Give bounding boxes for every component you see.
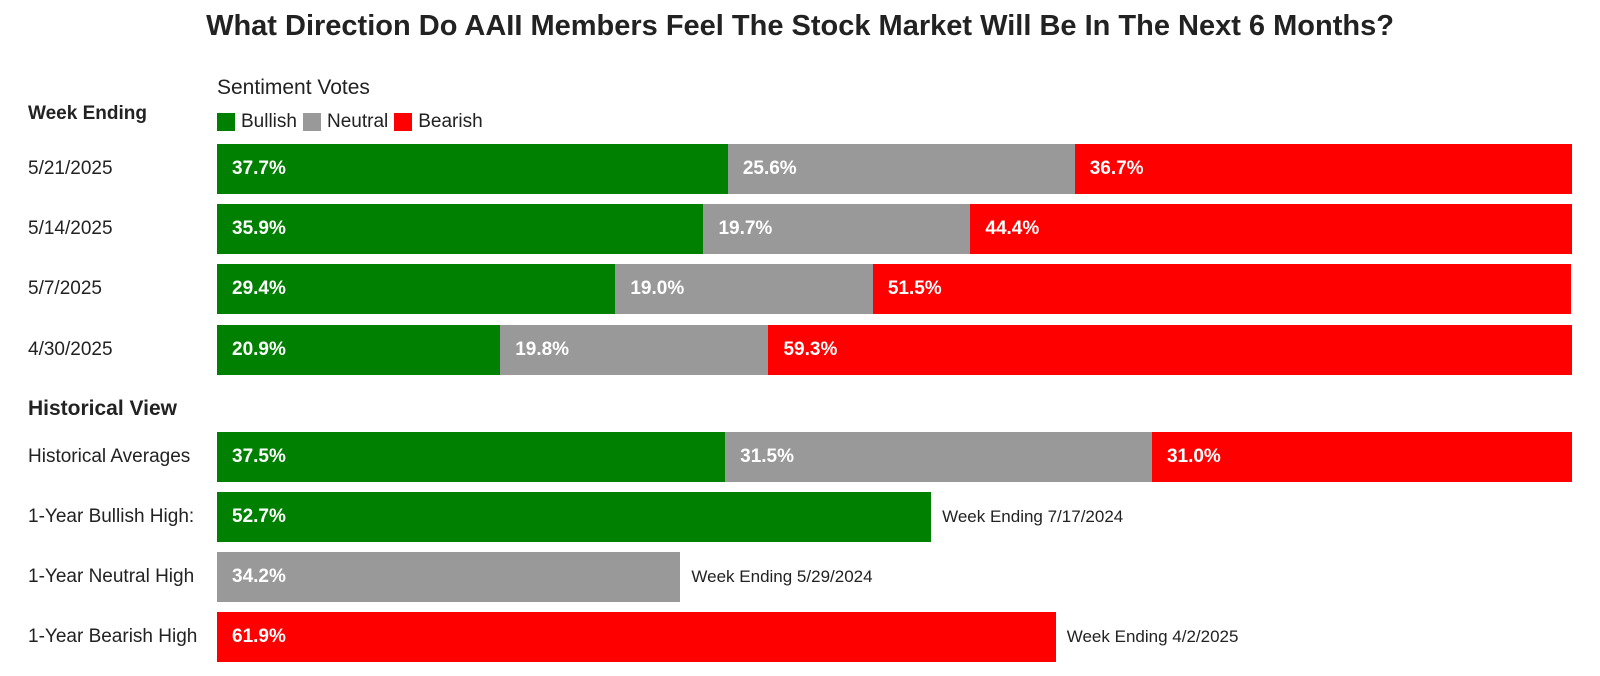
high-label-bullish: 1-Year Bullish High: bbox=[28, 506, 195, 527]
week-label-0: 5/21/2025 bbox=[28, 158, 113, 179]
legend: Bullish Neutral Bearish bbox=[217, 111, 489, 133]
week-neutral-segment-3: 19.8% bbox=[500, 325, 769, 375]
week-label-1: 5/14/2025 bbox=[28, 218, 113, 239]
week-bearish-segment-3: 59.3% bbox=[768, 325, 1572, 375]
week-bearish-segment-1: 44.4% bbox=[970, 204, 1572, 254]
week-bearish-segment-0: 36.7% bbox=[1074, 144, 1572, 194]
high-bar-neutral: 34.2% bbox=[217, 552, 681, 602]
high-note-bearish: Week Ending 4/2/2025 bbox=[1066, 627, 1239, 646]
historical-averages-bullish-segment-0: 37.5% bbox=[217, 432, 726, 482]
week-neutral-segment-1: 19.7% bbox=[703, 204, 971, 254]
week-ending-header: Week Ending bbox=[28, 103, 147, 124]
high-note-bullish: Week Ending 7/17/2024 bbox=[942, 507, 1124, 526]
historical-averages-bearish-segment-0: 31.0% bbox=[1151, 432, 1572, 482]
legend-bearish: Bearish bbox=[394, 111, 483, 133]
legend-bearish-swatch bbox=[394, 113, 413, 131]
legend-neutral-swatch bbox=[302, 113, 321, 131]
week-bar-1: 35.9% 19.7% 44.4% bbox=[217, 204, 1572, 254]
week-bullish-segment-1: 35.9% bbox=[217, 204, 704, 254]
high-label-neutral: 1-Year Neutral High bbox=[28, 566, 195, 587]
historical-view-header: Historical View bbox=[28, 397, 178, 420]
week-label-2: 5/7/2025 bbox=[28, 278, 102, 299]
chart-title: What Direction Do AAII Members Feel The … bbox=[206, 10, 1394, 42]
historical-averages-bar-0: 37.5% 31.5% 31.0% bbox=[217, 432, 1572, 482]
week-label-3: 4/30/2025 bbox=[28, 339, 113, 360]
legend-neutral: Neutral bbox=[302, 111, 389, 133]
high-bar-bearish: 61.9% bbox=[217, 612, 1056, 662]
week-bearish-segment-2: 51.5% bbox=[872, 264, 1571, 314]
high-label-bearish: 1-Year Bearish High bbox=[28, 626, 198, 647]
week-neutral-segment-0: 25.6% bbox=[727, 144, 1075, 194]
week-bar-3: 20.9% 19.8% 59.3% bbox=[217, 325, 1572, 375]
high-note-neutral: Week Ending 5/29/2024 bbox=[691, 567, 873, 586]
week-bar-0: 37.7% 25.6% 36.7% bbox=[217, 144, 1572, 194]
legend-bullish-label: Bullish bbox=[241, 111, 297, 132]
high-bar-row-bullish: 52.7% bbox=[217, 492, 1572, 542]
historical-averages-label-0: Historical Averages bbox=[28, 446, 191, 467]
legend-bearish-label: Bearish bbox=[418, 111, 483, 132]
legend-neutral-label: Neutral bbox=[326, 111, 389, 132]
legend-bullish: Bullish bbox=[217, 111, 297, 133]
legend-bullish-swatch bbox=[217, 113, 235, 131]
week-bullish-segment-0: 37.7% bbox=[217, 144, 728, 194]
high-bar-bullish: 52.7% bbox=[217, 492, 932, 542]
week-bullish-segment-2: 29.4% bbox=[217, 264, 616, 314]
week-bullish-segment-3: 20.9% bbox=[217, 325, 501, 375]
historical-averages-neutral-segment-0: 31.5% bbox=[725, 432, 1152, 482]
high-bar-row-bearish: 61.9% bbox=[217, 612, 1572, 662]
week-neutral-segment-2: 19.0% bbox=[615, 264, 873, 314]
chart-subtitle: Sentiment Votes bbox=[217, 76, 370, 99]
week-bar-2: 29.4% 19.0% 51.5% bbox=[217, 264, 1572, 314]
high-bar-row-neutral: 34.2% bbox=[217, 552, 1572, 602]
